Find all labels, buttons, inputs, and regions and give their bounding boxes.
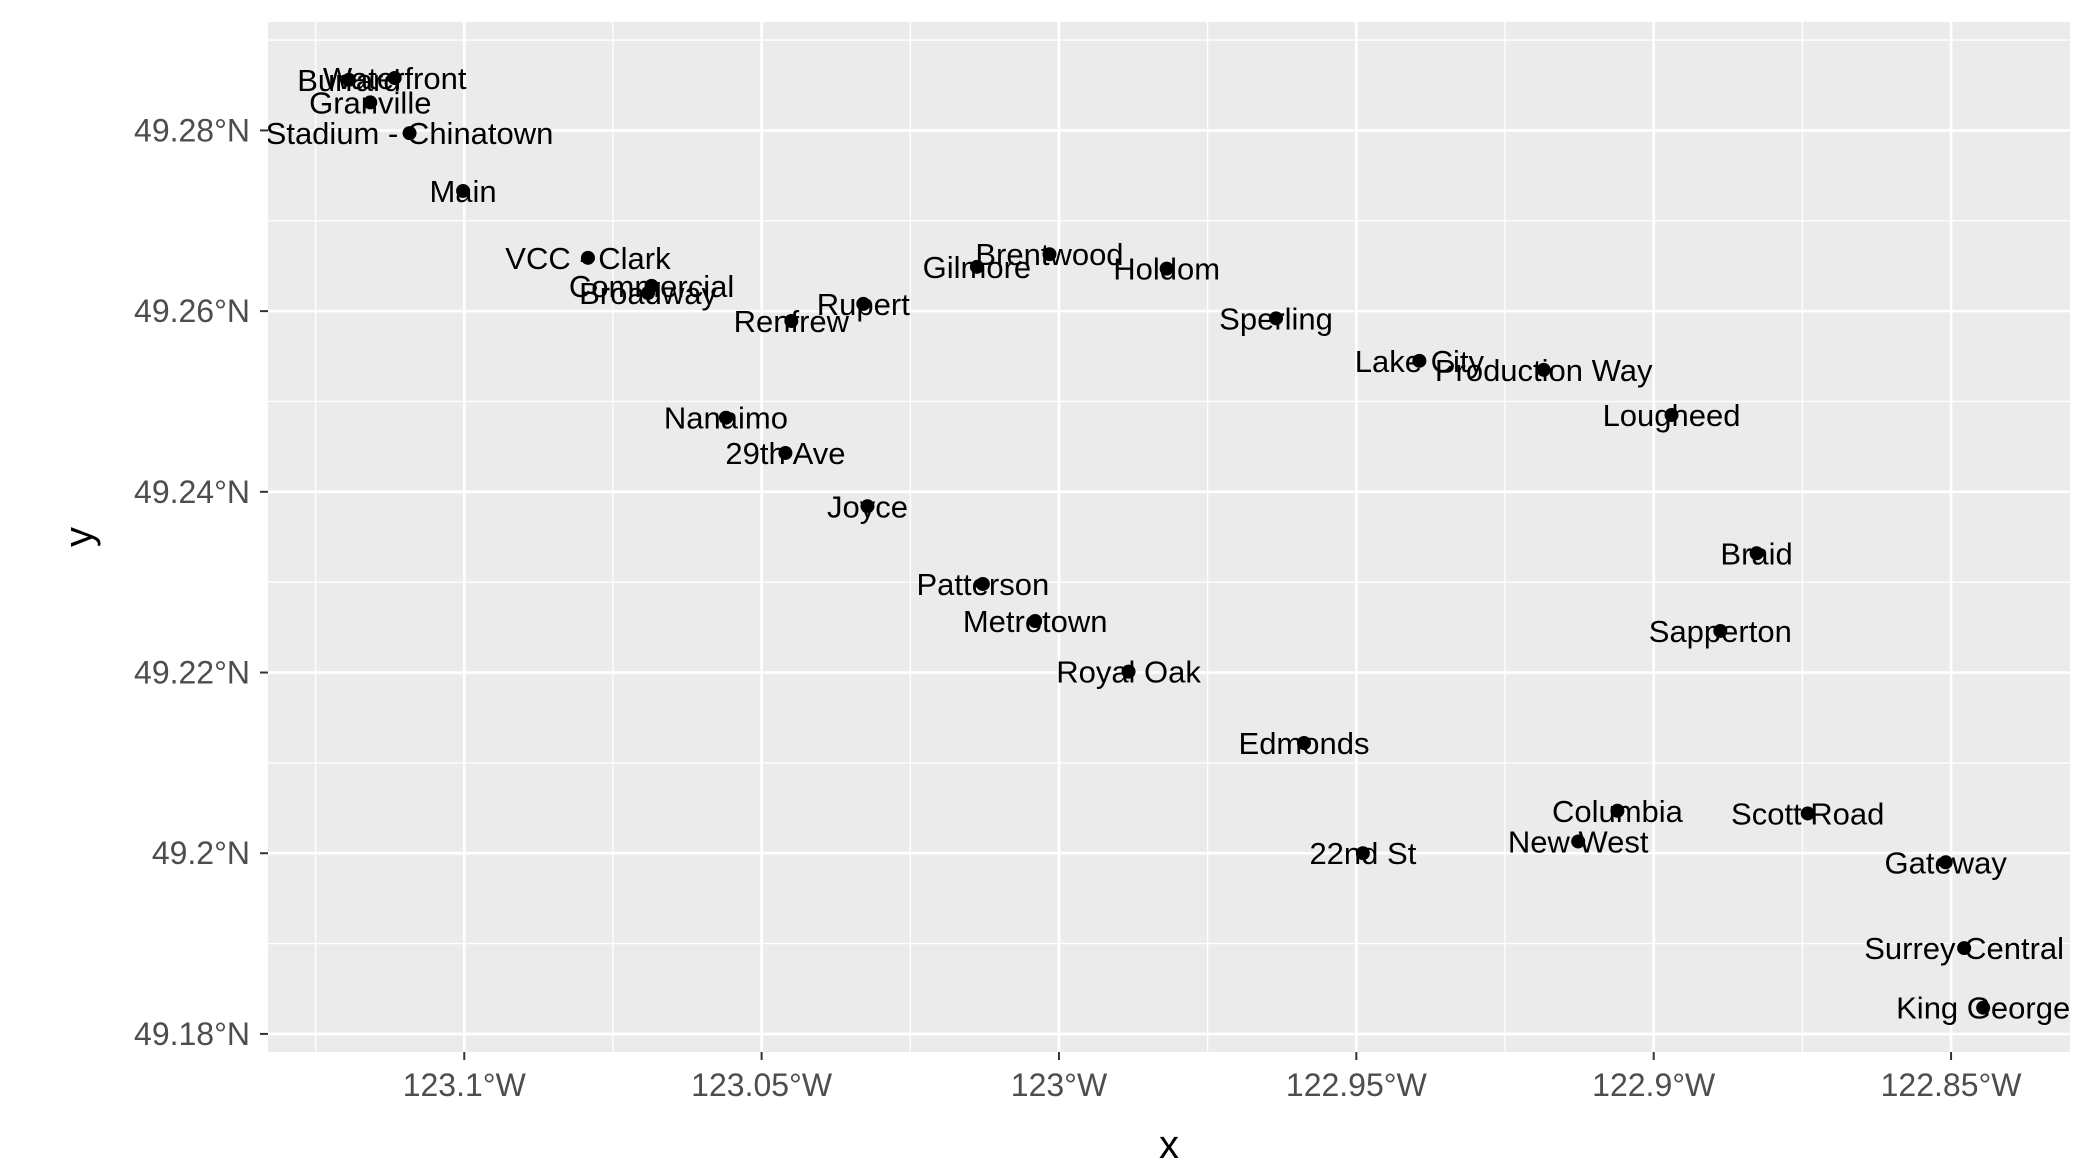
y-tick-label: 49.26°N bbox=[134, 293, 250, 329]
point-label: Columbia bbox=[1552, 794, 1684, 829]
point-label: Nanaimo bbox=[664, 401, 788, 436]
point-label: Brentwood bbox=[975, 237, 1123, 272]
data-point bbox=[860, 499, 875, 514]
y-tick-label: 49.28°N bbox=[134, 112, 250, 148]
point-label: Burrard bbox=[297, 63, 400, 98]
data-point bbox=[975, 576, 990, 591]
point-label: Waterfront bbox=[323, 61, 467, 96]
data-point bbox=[1121, 664, 1136, 679]
data-point bbox=[1297, 736, 1312, 750]
point-label: Granville bbox=[309, 85, 431, 120]
data-point bbox=[1355, 846, 1370, 861]
data-point bbox=[1042, 247, 1057, 262]
grid-major bbox=[268, 22, 2070, 1052]
data-point bbox=[969, 259, 984, 274]
x-tick-label: 123.05°W bbox=[691, 1067, 833, 1103]
data-point bbox=[784, 314, 799, 329]
y-tick-label: 49.2°N bbox=[152, 835, 250, 871]
point-label: Patterson bbox=[917, 567, 1050, 602]
data-point bbox=[387, 71, 402, 86]
data-point bbox=[1800, 806, 1815, 821]
point-label: Stadium - Chinatown bbox=[266, 116, 554, 151]
grid-minor bbox=[268, 22, 2070, 1052]
data-point bbox=[1028, 614, 1043, 629]
data-point bbox=[363, 95, 378, 110]
point-label: Royal Oak bbox=[1056, 655, 1201, 690]
point-label: Commercial bbox=[569, 269, 734, 304]
x-tick-label: 122.95°W bbox=[1286, 1067, 1428, 1103]
data-point bbox=[1412, 353, 1427, 368]
x-tick-label: 122.85°W bbox=[1881, 1067, 2023, 1103]
data-point bbox=[1664, 408, 1679, 423]
y-tick-label: 49.22°N bbox=[134, 655, 250, 691]
point-label: 29th Ave bbox=[725, 436, 845, 471]
point-label: Sapperton bbox=[1649, 614, 1792, 649]
x-tick-label: 123°W bbox=[1011, 1067, 1108, 1103]
plot-panel bbox=[268, 22, 2070, 1052]
data-point bbox=[1938, 855, 1953, 870]
x-axis-title: x bbox=[1159, 1123, 1179, 1167]
data-point bbox=[1713, 623, 1728, 638]
point-label: King George bbox=[1896, 991, 2070, 1026]
y-axis-title: y bbox=[57, 527, 101, 547]
point-label: Renfrew bbox=[734, 304, 850, 339]
point-label: Joyce bbox=[827, 489, 908, 524]
data-point bbox=[1749, 546, 1764, 561]
y-tick-label: 49.18°N bbox=[134, 1016, 250, 1052]
point-label: Metrotown bbox=[963, 604, 1108, 639]
point-label: Scott Road bbox=[1731, 796, 1884, 831]
point-label: Lake City bbox=[1355, 344, 1485, 379]
point-label: Main bbox=[429, 174, 496, 209]
data-point bbox=[1159, 261, 1174, 276]
y-tick-label: 49.24°N bbox=[134, 474, 250, 510]
data-point bbox=[641, 286, 656, 301]
x-tick-label: 123.1°W bbox=[403, 1067, 527, 1103]
x-tick-label: 122.9°W bbox=[1592, 1067, 1716, 1103]
y-axis: 49.18°N 49.2°N 49.22°N 49.24°N 49.26°N 49.28°… bbox=[134, 112, 268, 1052]
data-points bbox=[341, 71, 1991, 1015]
point-label: VCC - Clark bbox=[505, 241, 671, 276]
data-point bbox=[1536, 362, 1551, 377]
data-point bbox=[1269, 311, 1284, 326]
data-point bbox=[778, 445, 793, 460]
data-point bbox=[341, 72, 356, 87]
point-label: Sperling bbox=[1219, 301, 1333, 336]
data-point bbox=[456, 183, 471, 198]
data-point bbox=[856, 296, 871, 311]
data-point bbox=[1976, 1000, 1991, 1015]
data-point bbox=[580, 250, 595, 265]
point-label: New West bbox=[1508, 824, 1649, 859]
point-label: Surrey Central bbox=[1864, 931, 2064, 966]
data-point bbox=[718, 410, 733, 425]
point-label: Broadway bbox=[579, 276, 717, 311]
point-label: Gateway bbox=[1885, 845, 2008, 880]
data-point bbox=[1610, 803, 1625, 818]
point-label: Holdom bbox=[1113, 252, 1220, 287]
point-label: Gilmore bbox=[923, 250, 1032, 285]
x-axis: 123.1°W 123.05°W 123°W 122.95°W 122.9°W 122.8… bbox=[403, 1052, 2023, 1103]
point-label: 22nd St bbox=[1309, 836, 1416, 871]
point-label: Rupert bbox=[817, 287, 910, 322]
data-point bbox=[1571, 834, 1586, 849]
point-label: Lougheed bbox=[1603, 398, 1741, 433]
point-label: Braid bbox=[1720, 536, 1792, 571]
point-label: Production Way bbox=[1435, 353, 1653, 388]
data-point bbox=[402, 126, 417, 141]
point-label: Edmonds bbox=[1239, 726, 1370, 761]
data-point bbox=[1957, 941, 1972, 956]
